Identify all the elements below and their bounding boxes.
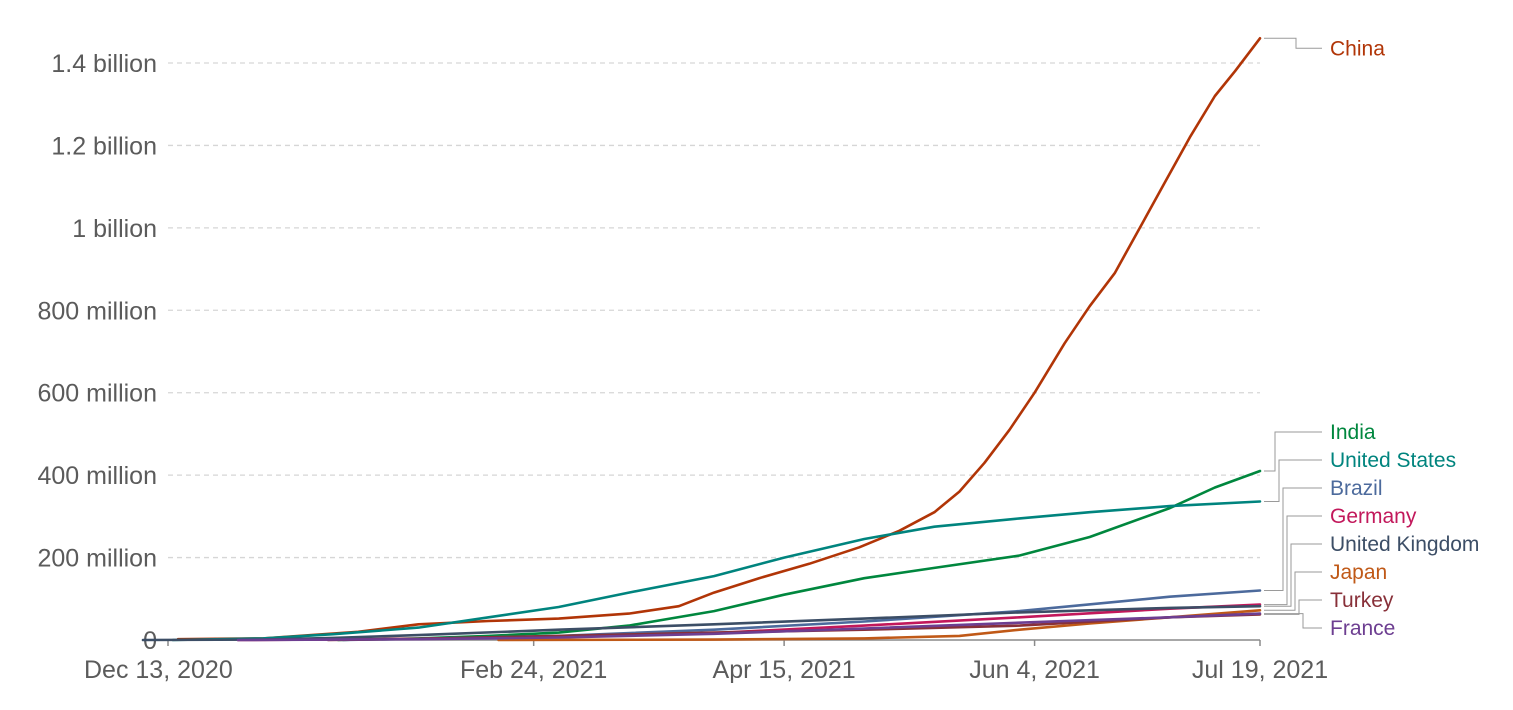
leader-line-france bbox=[1264, 613, 1322, 629]
leader-line-turkey bbox=[1264, 599, 1322, 615]
y-tick-label: 800 million bbox=[37, 297, 157, 325]
x-tick-label: Dec 13, 2020 bbox=[84, 656, 233, 684]
legend-label-china: China bbox=[1330, 37, 1385, 60]
leader-line-brazil bbox=[1264, 487, 1322, 591]
legend-label-united-kingdom: United Kingdom bbox=[1330, 533, 1479, 556]
series-line-united-states bbox=[171, 500, 1262, 642]
series-line-india bbox=[337, 469, 1262, 642]
y-tick-label: 1 billion bbox=[72, 215, 157, 243]
legend-label-brazil: Brazil bbox=[1330, 477, 1383, 500]
x-axis-labels: Dec 13, 2020 Feb 24, 2021 Apr 15, 2021 Jun … bbox=[84, 656, 1328, 684]
grid-lines bbox=[168, 62, 1260, 559]
legend-label-germany: Germany bbox=[1330, 505, 1417, 528]
series-lines bbox=[141, 37, 1262, 642]
y-tick-label: 1.4 billion bbox=[51, 50, 157, 78]
legend-label-united-states: United States bbox=[1330, 449, 1456, 472]
legend: China India United States Brazil Germany Unit… bbox=[1330, 37, 1479, 640]
legend-label-france: France bbox=[1330, 617, 1395, 640]
leader-line-india bbox=[1264, 431, 1322, 472]
legend-label-india: India bbox=[1330, 421, 1376, 444]
leader-line-united-kingdom bbox=[1264, 543, 1322, 607]
y-tick-label: 400 million bbox=[37, 462, 157, 490]
leader-line-japan bbox=[1264, 571, 1322, 611]
leader-line-germany bbox=[1264, 515, 1322, 606]
x-tick-label: Apr 15, 2021 bbox=[713, 656, 856, 684]
y-tick-label: 1.2 billion bbox=[51, 132, 157, 160]
y-tick-label: 600 million bbox=[37, 380, 157, 408]
x-tick-label: Jul 19, 2021 bbox=[1192, 656, 1328, 684]
legend-label-turkey: Turkey bbox=[1330, 589, 1394, 612]
leader-line-united-states bbox=[1264, 459, 1322, 502]
x-tick-label: Jun 4, 2021 bbox=[969, 656, 1100, 684]
leader-line-china bbox=[1264, 37, 1322, 49]
series-line-china bbox=[176, 37, 1262, 641]
y-tick-label: 200 million bbox=[37, 545, 157, 573]
legend-leader-lines bbox=[1264, 37, 1322, 629]
x-tick-label: Feb 24, 2021 bbox=[460, 656, 607, 684]
series-line-france bbox=[236, 612, 1262, 642]
legend-label-japan: Japan bbox=[1330, 561, 1387, 584]
